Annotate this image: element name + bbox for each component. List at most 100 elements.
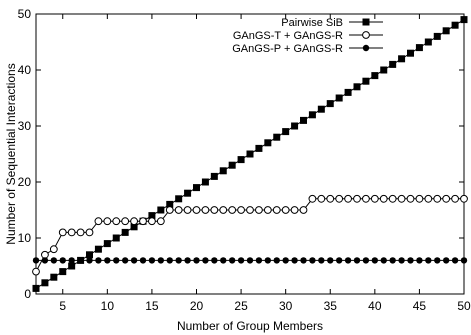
- data-point: [237, 156, 245, 164]
- data-point: [379, 194, 388, 203]
- data-point: [460, 194, 468, 203]
- data-point: [415, 44, 423, 52]
- series-2: [32, 194, 468, 276]
- data-point: [326, 100, 334, 108]
- data-point: [353, 257, 361, 264]
- data-point: [192, 206, 201, 214]
- data-point: [220, 257, 227, 264]
- data-point: [165, 206, 174, 214]
- data-point: [219, 206, 228, 214]
- data-point: [166, 257, 173, 264]
- data-point: [103, 217, 112, 226]
- data-point: [318, 257, 325, 264]
- data-point: [353, 83, 361, 91]
- data-point: [219, 167, 227, 175]
- data-point: [370, 194, 379, 203]
- data-point: [68, 257, 75, 264]
- data-point: [424, 38, 432, 46]
- data-point: [300, 257, 307, 264]
- data-point: [388, 194, 397, 203]
- x-tick-label: 5: [59, 299, 66, 313]
- data-point: [291, 122, 299, 130]
- data-point: [237, 206, 245, 214]
- data-point: [309, 257, 316, 264]
- data-point: [32, 257, 40, 264]
- legend-marker: [362, 18, 370, 26]
- data-point: [282, 128, 290, 136]
- data-point: [59, 257, 66, 264]
- data-point: [406, 194, 415, 203]
- data-point: [272, 206, 281, 214]
- data-point: [104, 257, 111, 264]
- data-point: [112, 217, 121, 226]
- data-point: [442, 257, 450, 264]
- data-point: [94, 245, 102, 253]
- data-point: [255, 257, 263, 264]
- data-point: [246, 206, 254, 214]
- data-point: [85, 228, 94, 237]
- data-point: [49, 245, 58, 254]
- data-point: [32, 267, 40, 276]
- y-tick-label: 10: [18, 231, 32, 245]
- x-axis-label: Number of Group Members: [177, 319, 323, 333]
- data-point: [335, 94, 343, 102]
- y-tick-label: 0: [24, 287, 31, 301]
- data-point: [156, 217, 165, 226]
- data-point: [41, 250, 49, 259]
- data-point: [273, 257, 280, 264]
- data-point: [451, 257, 459, 264]
- x-tick-label: 20: [190, 299, 204, 313]
- data-point: [442, 194, 451, 203]
- data-point: [77, 257, 84, 264]
- data-point: [442, 27, 450, 35]
- data-point: [157, 257, 165, 264]
- data-point: [121, 217, 130, 226]
- data-point: [353, 194, 361, 203]
- legend-label: GAnGS-T + GAnGS-R: [233, 30, 343, 42]
- data-point: [380, 257, 387, 264]
- data-point: [433, 32, 441, 40]
- data-point: [112, 234, 120, 242]
- data-point: [308, 194, 317, 203]
- data-point: [121, 257, 129, 264]
- y-tick-label: 20: [18, 175, 32, 189]
- data-point: [451, 194, 459, 203]
- data-point: [308, 111, 316, 119]
- data-point: [139, 257, 147, 264]
- data-point: [433, 194, 442, 203]
- data-point: [362, 77, 370, 85]
- data-point: [193, 257, 200, 264]
- data-point: [59, 268, 67, 276]
- data-point: [95, 257, 102, 264]
- data-point: [398, 257, 405, 264]
- data-point: [282, 257, 289, 264]
- data-point: [424, 194, 433, 203]
- legend-marker: [362, 44, 370, 52]
- data-point: [317, 194, 326, 203]
- data-point: [407, 257, 414, 264]
- data-point: [32, 284, 40, 292]
- x-tick-label: 25: [234, 299, 248, 313]
- data-point: [300, 116, 307, 124]
- data-point: [211, 257, 218, 264]
- x-tick-label: 35: [324, 299, 338, 313]
- legend-label: Pairwise SiB: [281, 17, 343, 29]
- data-point: [86, 251, 93, 259]
- y-tick-label: 50: [18, 7, 32, 21]
- data-point: [264, 139, 272, 147]
- series-layer: [32, 16, 468, 292]
- data-point: [416, 257, 423, 264]
- axis-ticks: [36, 13, 465, 295]
- axis-tick-labels: 5 10 15 20 25 30 35 40 45 50 0 10 20 30 40 50: [18, 7, 471, 313]
- data-point: [425, 257, 432, 264]
- data-point: [76, 228, 85, 237]
- data-point: [415, 194, 424, 203]
- y-axis-label: Number of Sequential Interactions: [4, 63, 18, 244]
- data-point: [263, 206, 272, 214]
- x-tick-label: 30: [279, 299, 293, 313]
- data-point: [291, 257, 298, 264]
- data-point: [67, 228, 76, 237]
- data-point: [344, 88, 352, 96]
- data-point: [451, 21, 459, 29]
